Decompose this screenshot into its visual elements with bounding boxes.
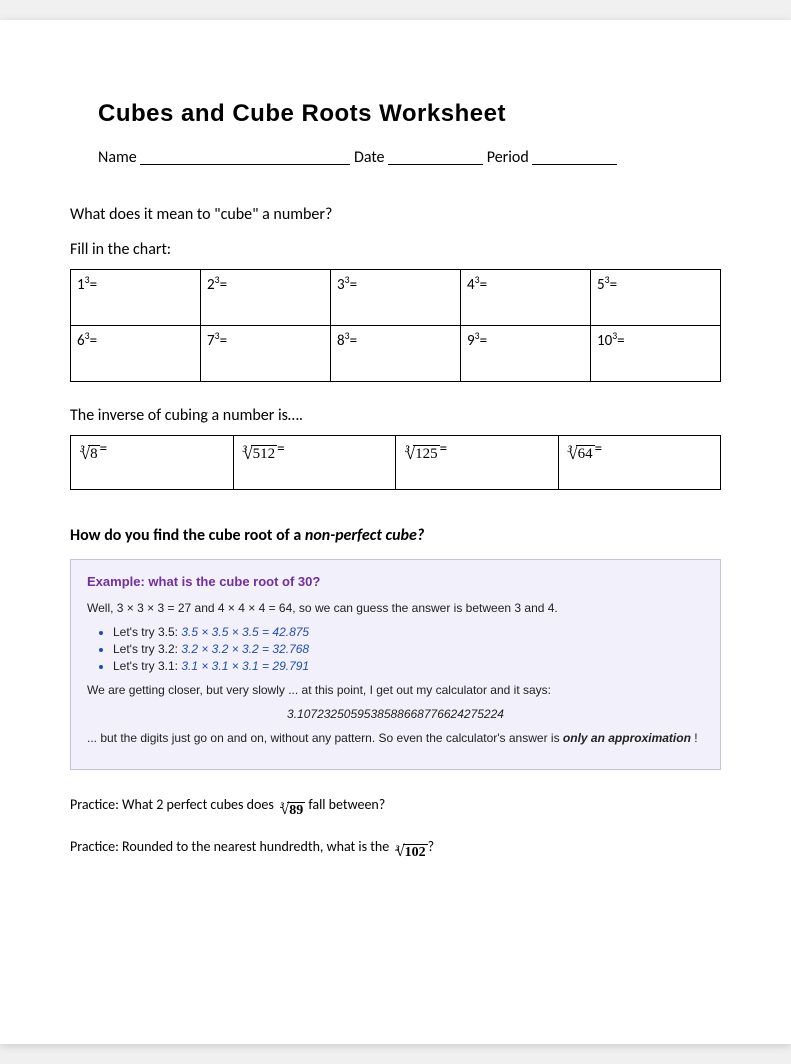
cuberoot-cell[interactable]: 3√512=: [233, 436, 396, 490]
cuberoot-icon: 3√8: [77, 445, 100, 463]
name-blank[interactable]: [140, 149, 350, 165]
example-tail: ... but the digits just go on and on, wi…: [87, 731, 704, 745]
practice-2: Practice: Rounded to the nearest hundred…: [70, 838, 721, 860]
cube-cell[interactable]: 23=: [201, 270, 331, 326]
practice-1-suffix: fall between?: [308, 796, 385, 813]
example-title: Example: what is the cube root of 30?: [87, 574, 704, 589]
page-title: Cubes and Cube Roots Worksheet: [98, 100, 721, 128]
example-calc-value: 3.1072325059538588668776624275224: [87, 707, 704, 721]
name-label: Name: [98, 148, 137, 167]
cube-cell[interactable]: 93=: [461, 326, 591, 382]
example-closer: We are getting closer, but very slowly .…: [87, 683, 704, 697]
cube-cell[interactable]: 73=: [201, 326, 331, 382]
example-intro: Well, 3 × 3 × 3 = 27 and 4 × 4 × 4 = 64,…: [87, 601, 704, 615]
question-cube-meaning: What does it mean to "cube" a number?: [70, 205, 721, 224]
cube-roots-chart: 3√8=3√512=3√125=3√64=: [70, 435, 721, 490]
howdo-heading: How do you find the cube root of a non-p…: [70, 526, 721, 545]
root-index: 3: [395, 844, 399, 853]
root-index: 3: [280, 801, 284, 810]
period-label: Period: [487, 148, 529, 167]
worksheet-page: Cubes and Cube Roots Worksheet Name Date…: [0, 20, 791, 1044]
example-tries-list: Let's try 3.5: 3.5 × 3.5 × 3.5 = 42.875 L…: [113, 625, 704, 673]
student-info-line: Name Date Period: [98, 146, 721, 167]
cuberoot-cell[interactable]: 3√8=: [71, 436, 234, 490]
date-label: Date: [354, 148, 385, 167]
cube-cell[interactable]: 53=: [591, 270, 721, 326]
example-tail-prefix: ... but the digits just go on and on, wi…: [87, 731, 563, 745]
radicand: 102: [403, 844, 428, 860]
period-blank[interactable]: [532, 149, 617, 165]
cuberoot-102-icon: 3√102: [392, 844, 427, 860]
practice-2-suffix: ?: [428, 838, 435, 855]
cube-cell[interactable]: 63=: [71, 326, 201, 382]
cuberoot-icon: 3√125: [402, 445, 440, 463]
practice-1-prefix: Practice: What 2 perfect cubes does: [70, 796, 277, 813]
cuberoot-icon: 3√512: [240, 445, 278, 463]
cube-cell[interactable]: 43=: [461, 270, 591, 326]
example-try-item: Let's try 3.2: 3.2 × 3.2 × 3.2 = 32.768: [113, 642, 704, 656]
fill-chart-label: Fill in the chart:: [70, 240, 721, 259]
cube-cell[interactable]: 83=: [331, 326, 461, 382]
cube-cell[interactable]: 103=: [591, 326, 721, 382]
cuberoot-cell[interactable]: 3√64=: [558, 436, 721, 490]
inverse-text: The inverse of cubing a number is….: [70, 406, 721, 425]
cubes-chart: 13=23=33=43=53= 63=73=83=93=103=: [70, 269, 721, 382]
cube-cell[interactable]: 13=: [71, 270, 201, 326]
date-blank[interactable]: [388, 149, 483, 165]
example-tail-bold: only an approximation: [563, 731, 691, 745]
example-tail-suffix: !: [691, 731, 698, 745]
cuberoot-cell[interactable]: 3√125=: [396, 436, 559, 490]
howdo-prefix: How do you find the cube root of a: [70, 526, 305, 545]
cube-cell[interactable]: 33=: [331, 270, 461, 326]
cuberoot-icon: 3√64: [565, 445, 595, 463]
cuberoot-89-icon: 3√89: [277, 802, 305, 818]
example-box: Example: what is the cube root of 30? We…: [70, 559, 721, 770]
radicand: 89: [287, 802, 305, 818]
practice-2-prefix: Practice: Rounded to the nearest hundred…: [70, 838, 392, 855]
example-try-item: Let's try 3.5: 3.5 × 3.5 × 3.5 = 42.875: [113, 625, 704, 639]
howdo-em: non-perfect cube?: [305, 526, 424, 545]
practice-1: Practice: What 2 perfect cubes does 3√89…: [70, 796, 721, 818]
example-try-item: Let's try 3.1: 3.1 × 3.1 × 3.1 = 29.791: [113, 659, 704, 673]
